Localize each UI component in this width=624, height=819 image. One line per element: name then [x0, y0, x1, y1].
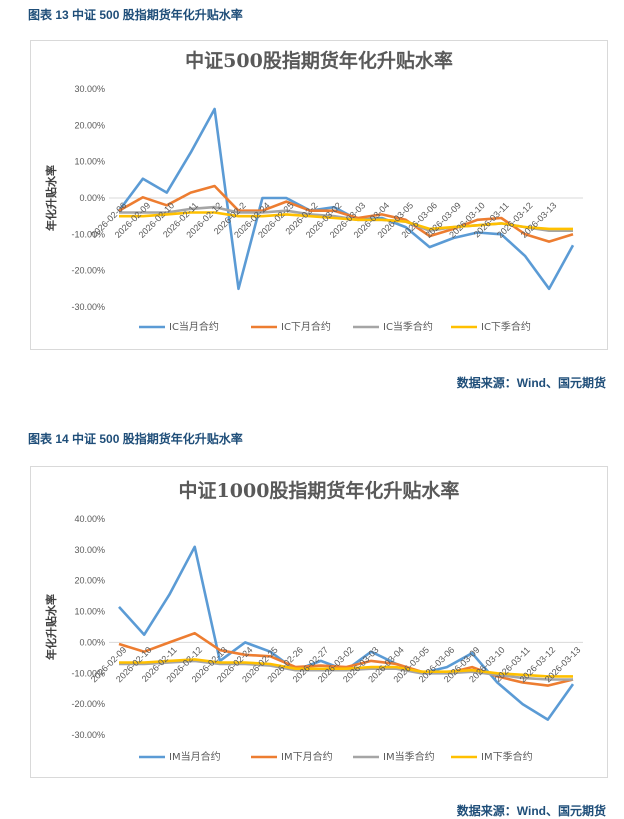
legend-label: IM当季合约 [383, 750, 435, 763]
y-tick-label: 0.00% [79, 637, 105, 647]
chart-14-container: 中证1000股指期货年化升贴水率年化升贴水率 40.00% 30.00% 20.00%… [30, 466, 608, 778]
figure-13-source: 数据来源：Wind、国元期货 [456, 376, 606, 390]
y-tick-label: 30.00% [74, 84, 105, 94]
legend-item: IM当月合约 [139, 750, 221, 763]
legend-label: IC当季合约 [383, 320, 433, 333]
legend-label: IM下季合约 [481, 750, 533, 763]
series-line-2 [119, 659, 573, 681]
legend-label: IC当月合约 [169, 320, 219, 333]
y-tick-label: -10.00% [71, 229, 105, 239]
chart-title: 中证1000股指期货年化升贴水率 [179, 479, 460, 502]
series-line-0 [118, 545, 575, 721]
y-tick-label: 10.00% [74, 157, 105, 167]
legend-item: IC下季合约 [451, 320, 531, 333]
legend-label: IC下月合约 [281, 320, 331, 333]
legend-label: IC下季合约 [481, 320, 531, 333]
y-axis-label: 年化升贴水率 [44, 165, 58, 231]
y-tick-label: -20.00% [71, 266, 105, 276]
y-tick-label: 20.00% [74, 120, 105, 130]
y-tick-label: -10.00% [71, 668, 105, 678]
y-tick-label: -30.00% [71, 302, 105, 312]
legend-item: IC当季合约 [353, 320, 433, 333]
y-tick-label: 10.00% [74, 607, 105, 617]
legend-item: IM下季合约 [451, 750, 533, 763]
legend-label: IM当月合约 [169, 750, 221, 763]
legend-item: IC当月合约 [139, 320, 219, 333]
chart-title: 中证500股指期货年化升贴水率 [185, 49, 453, 72]
y-tick-label: 40.00% [74, 514, 105, 524]
legend-item: IM下月合约 [251, 750, 333, 763]
series-line-3 [119, 211, 573, 231]
series-line-3 [119, 658, 573, 678]
y-tick-label: 20.00% [74, 576, 105, 586]
figure-13-caption: 图表 13 中证 500 股指期货年化升贴水率 [28, 8, 243, 22]
chart-13-container: 中证500股指期货年化升贴水率年化升贴水率 30.00% 20.00% 10.00% 0… [30, 40, 608, 350]
y-axis-label: 年化升贴水率 [44, 594, 58, 660]
series-line-1 [118, 631, 574, 687]
figure-14-source: 数据来源：Wind、国元期货 [456, 804, 606, 818]
series-line-0 [117, 107, 575, 291]
legend-item: IM当季合约 [353, 750, 435, 763]
figure-14-caption: 图表 14 中证 500 股指期货年化升贴水率 [28, 432, 243, 446]
y-tick-label: 30.00% [74, 545, 105, 555]
legend-label: IM下月合约 [281, 750, 333, 763]
legend-item: IC下月合约 [251, 320, 331, 333]
series-line-1 [118, 184, 574, 243]
y-tick-label: -30.00% [71, 730, 105, 740]
y-tick-label: 0.00% [79, 193, 105, 203]
y-tick-label: -20.00% [71, 699, 105, 709]
